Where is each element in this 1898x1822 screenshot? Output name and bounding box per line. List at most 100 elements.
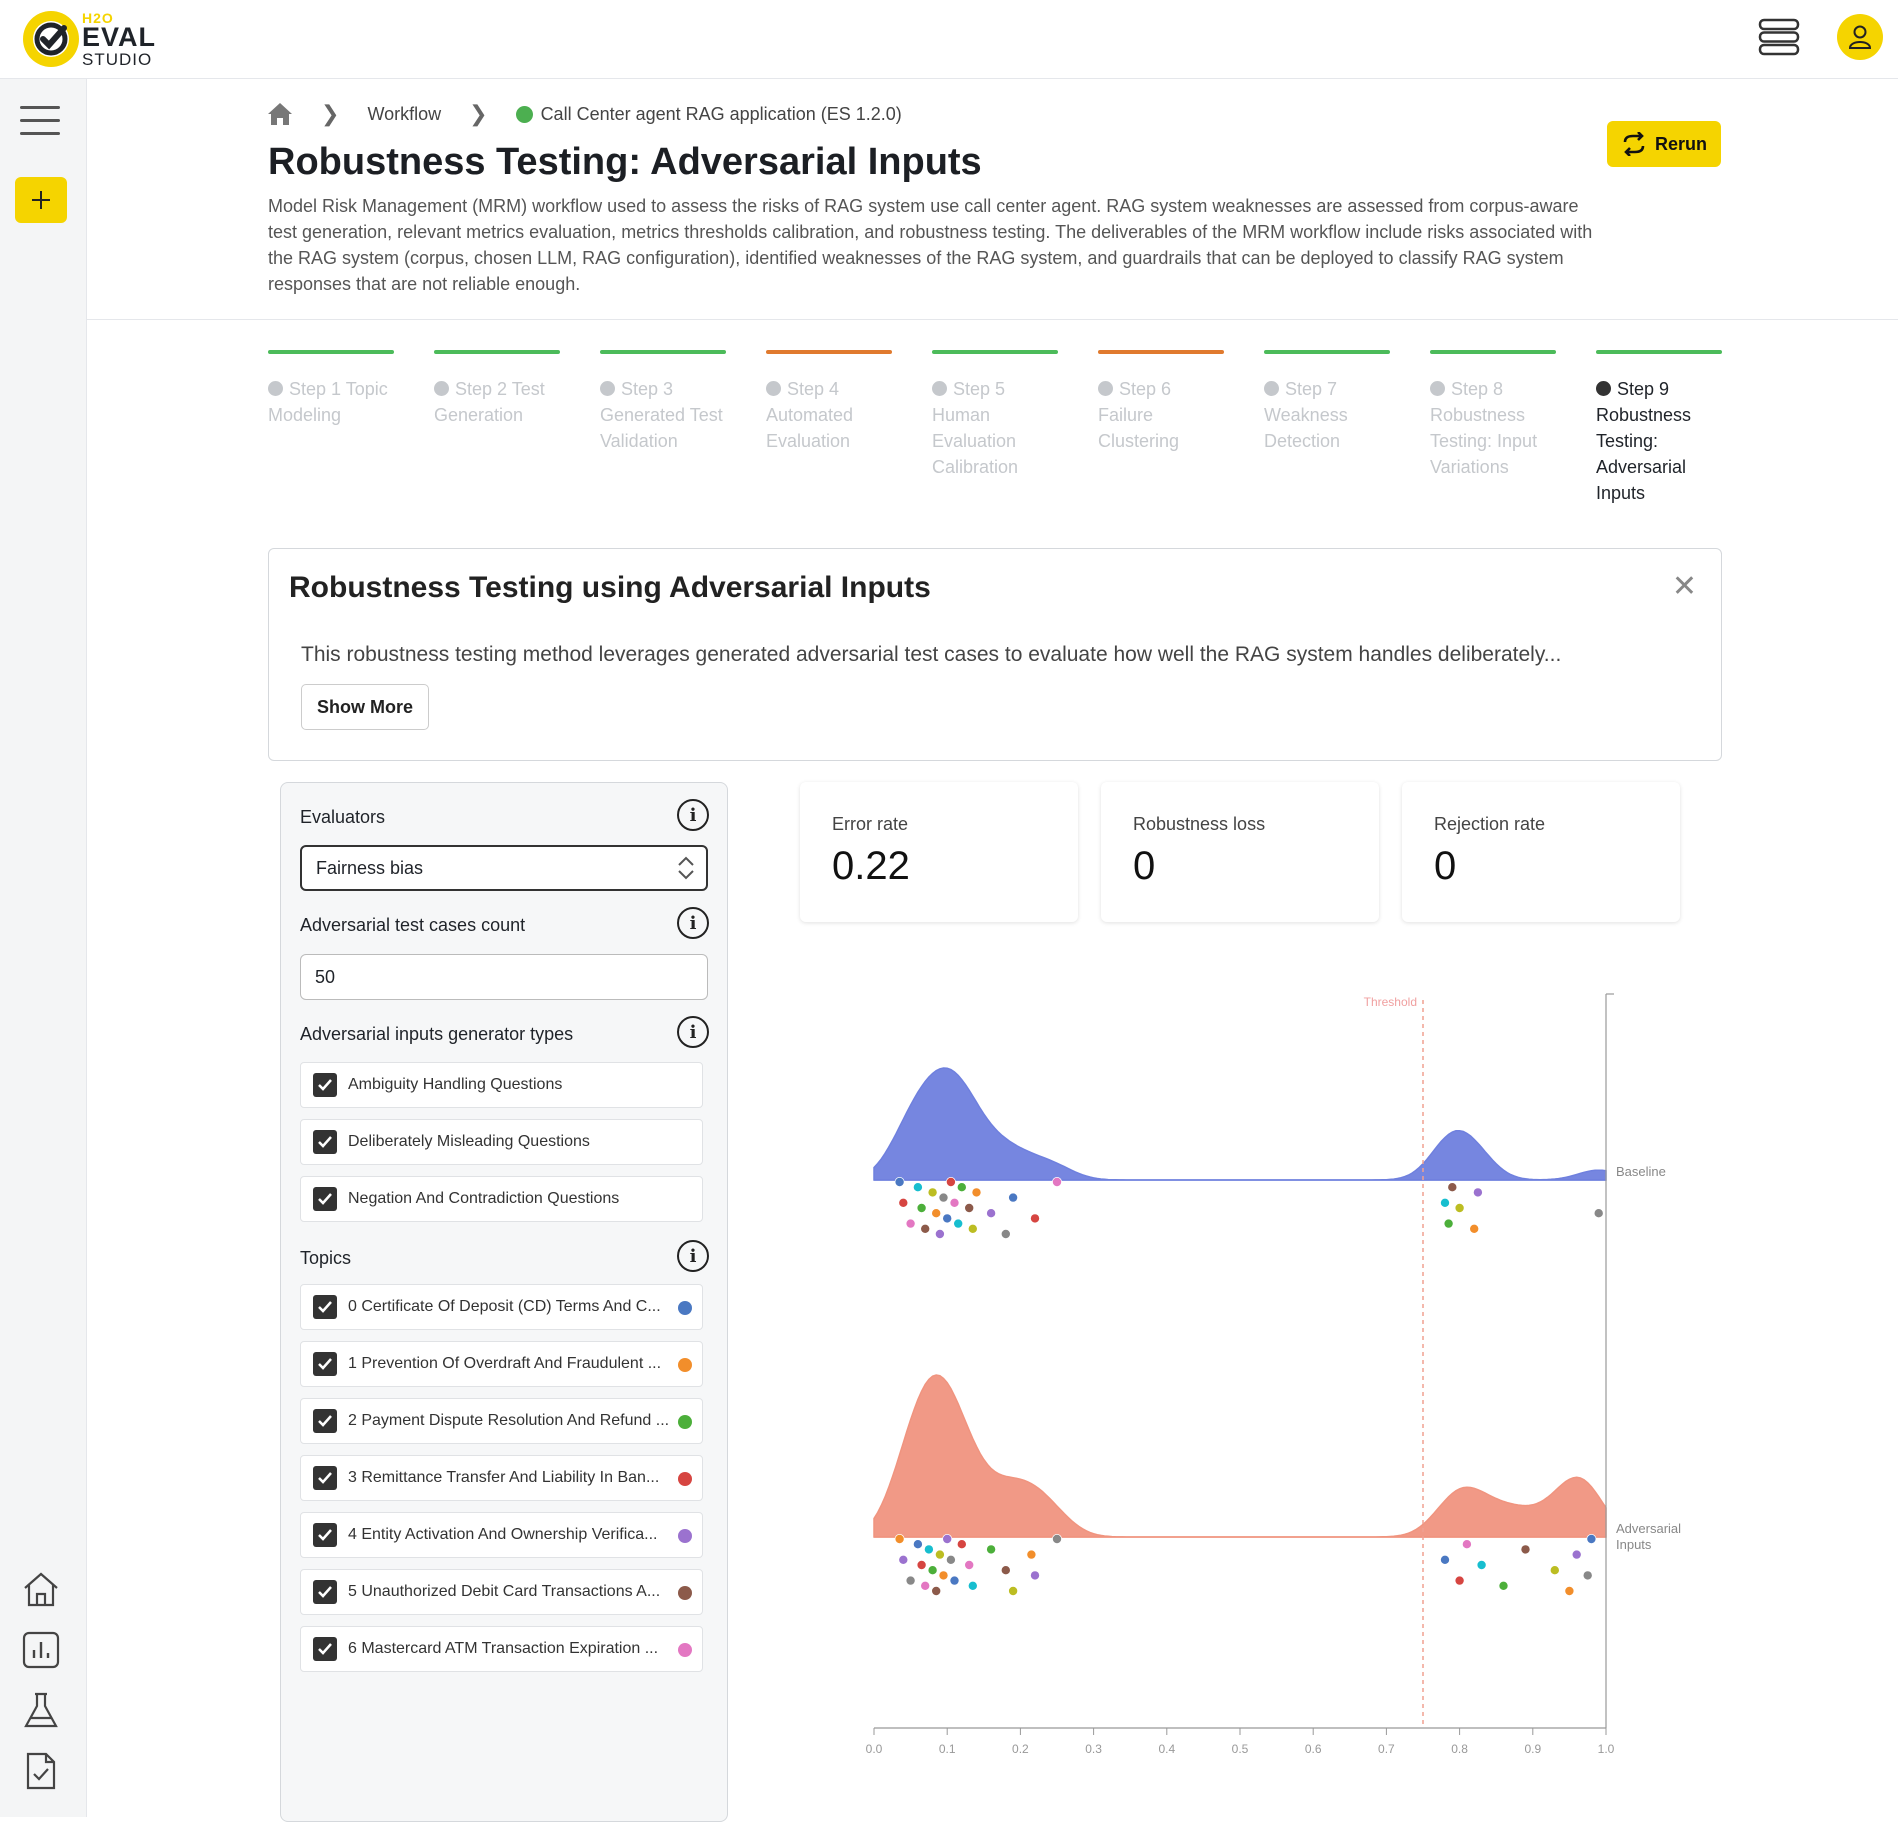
evaluator-select[interactable]: Fairness bias xyxy=(300,845,708,891)
data-point xyxy=(1051,1176,1062,1187)
topic-checkbox[interactable]: 0 Certificate Of Deposit (CD) Terms And … xyxy=(300,1284,703,1330)
generator-checkbox[interactable]: Negation And Contradiction Questions xyxy=(300,1176,703,1222)
step-label: Step 1 Topic Modeling xyxy=(268,379,388,425)
data-point xyxy=(1454,1202,1465,1213)
report-check-icon[interactable] xyxy=(21,1751,61,1791)
data-point xyxy=(1029,1570,1040,1581)
step-8[interactable]: Step 8 Robustness Testing: Input Variati… xyxy=(1430,350,1556,480)
add-button[interactable] xyxy=(15,177,67,223)
data-point xyxy=(1447,1182,1458,1193)
chart-icon[interactable] xyxy=(21,1630,61,1670)
step-check-icon xyxy=(600,381,615,396)
data-point xyxy=(953,1218,964,1229)
step-9[interactable]: Step 9 Robustness Testing: Adversarial I… xyxy=(1596,350,1722,506)
step-5[interactable]: Step 5 Human Evaluation Calibration xyxy=(932,350,1058,480)
check-icon xyxy=(313,1466,337,1490)
server-icon[interactable] xyxy=(1756,16,1802,58)
data-point xyxy=(927,1565,938,1576)
check-icon xyxy=(313,1523,337,1547)
rerun-button[interactable]: Rerun xyxy=(1607,121,1721,167)
topic-checkbox[interactable]: 6 Mastercard ATM Transaction Expiration … xyxy=(300,1626,703,1672)
topic-checkbox[interactable]: 1 Prevention Of Overdraft And Fraudulent… xyxy=(300,1341,703,1387)
x-tick-label: 0.7 xyxy=(1378,1742,1395,1756)
x-tick-label: 0.9 xyxy=(1524,1742,1541,1756)
generator-checkbox[interactable]: Ambiguity Handling Questions xyxy=(300,1062,703,1108)
step-2[interactable]: Step 2 Test Generation xyxy=(434,350,560,428)
data-point xyxy=(1440,1554,1451,1565)
breadcrumb-workflow[interactable]: Workflow xyxy=(367,103,442,124)
step-4[interactable]: Step 4 Automated Evaluation xyxy=(766,350,892,454)
data-point xyxy=(916,1202,927,1213)
x-tick-label: 0.4 xyxy=(1158,1742,1175,1756)
data-point xyxy=(949,1575,960,1586)
data-point xyxy=(912,1182,923,1193)
info-icon[interactable]: i xyxy=(677,1240,709,1272)
data-point xyxy=(1593,1208,1604,1219)
x-tick-label: 1.0 xyxy=(1598,1742,1615,1756)
topic-checkbox[interactable]: 4 Entity Activation And Ownership Verifi… xyxy=(300,1512,703,1558)
show-more-button[interactable]: Show More xyxy=(301,684,429,730)
data-point xyxy=(956,1539,967,1550)
x-tick-label: 0.5 xyxy=(1232,1742,1249,1756)
check-icon xyxy=(313,1187,337,1211)
metric-label: Rejection rate xyxy=(1434,814,1546,834)
step-label: Step 8 Robustness Testing: Input Variati… xyxy=(1430,379,1538,477)
info-icon[interactable]: i xyxy=(677,799,709,831)
info-icon[interactable]: i xyxy=(677,907,709,939)
generator-checkbox[interactable]: Deliberately Misleading Questions xyxy=(300,1119,703,1165)
step-label: Step 2 Test Generation xyxy=(434,379,545,425)
data-point xyxy=(894,1534,905,1545)
x-tick-label: 0.1 xyxy=(939,1742,956,1756)
step-check-icon xyxy=(1098,381,1113,396)
data-point xyxy=(920,1580,931,1591)
plus-icon xyxy=(32,191,50,209)
logo-h2o-text: H2O xyxy=(82,10,114,26)
data-point xyxy=(942,1213,953,1224)
info-icon[interactable]: i xyxy=(677,1016,709,1048)
data-point xyxy=(1571,1549,1582,1560)
step-7[interactable]: Step 7 Weakness Detection xyxy=(1264,350,1390,454)
step-label: Step 5 Human Evaluation Calibration xyxy=(932,379,1019,477)
topic-checkbox[interactable]: 5 Unauthorized Debit Card Transactions A… xyxy=(300,1569,703,1615)
data-point xyxy=(1586,1534,1597,1545)
app-logo[interactable]: H2O EVAL STUDIO xyxy=(18,6,168,74)
metric-card-rejection-rate: Rejection rate 0 xyxy=(1402,782,1680,922)
x-tick-label: 0.2 xyxy=(1012,1742,1029,1756)
step-check-icon xyxy=(1430,381,1445,396)
generator-types-label: Adversarial inputs generator types xyxy=(300,1024,574,1044)
user-avatar[interactable] xyxy=(1837,14,1883,60)
topic-checkbox[interactable]: 3 Remittance Transfer And Liability In B… xyxy=(300,1455,703,1501)
data-point xyxy=(923,1544,934,1555)
metric-value: 0 xyxy=(1434,844,1457,888)
data-point xyxy=(1000,1228,1011,1239)
home-breadcrumb-icon[interactable] xyxy=(267,102,293,126)
x-tick-label: 0.8 xyxy=(1451,1742,1468,1756)
data-point xyxy=(1461,1539,1472,1550)
menu-icon[interactable] xyxy=(20,106,60,138)
logo-eval-text: EVAL xyxy=(82,22,157,52)
check-icon xyxy=(313,1352,337,1376)
data-point xyxy=(956,1182,967,1193)
x-tick-label: 0.3 xyxy=(1085,1742,1102,1756)
workflow-steps: Step 1 Topic Modeling Step 2 Test Genera… xyxy=(268,350,1722,510)
density-0 xyxy=(873,1067,1607,1181)
metric-label: Error rate xyxy=(832,814,909,834)
step-3[interactable]: Step 3 Generated Test Validation xyxy=(600,350,726,454)
top-bar: H2O EVAL STUDIO xyxy=(0,0,1898,79)
step-check-icon xyxy=(766,381,781,396)
flask-icon[interactable] xyxy=(21,1691,61,1731)
count-input[interactable]: 50 xyxy=(300,954,708,1000)
data-point xyxy=(1564,1586,1575,1597)
page-title: Robustness Testing: Adversarial Inputs xyxy=(268,141,982,183)
breadcrumb-workflow-name[interactable]: Call Center agent RAG application (ES 1.… xyxy=(540,103,902,124)
close-icon[interactable]: ✕ xyxy=(1671,570,1697,603)
topic-label: 5 Unauthorized Debit Card Transactions A… xyxy=(348,1583,661,1600)
metric-value: 0.22 xyxy=(832,844,910,888)
step-6[interactable]: Step 6 Failure Clustering xyxy=(1098,350,1224,454)
topic-checkbox[interactable]: 2 Payment Dispute Resolution And Refund … xyxy=(300,1398,703,1444)
step-1[interactable]: Step 1 Topic Modeling xyxy=(268,350,394,428)
home-icon[interactable] xyxy=(21,1569,61,1609)
evaluators-label: Evaluators xyxy=(300,807,386,827)
data-point xyxy=(1008,1192,1019,1203)
topic-label: 3 Remittance Transfer And Liability In B… xyxy=(348,1469,660,1486)
